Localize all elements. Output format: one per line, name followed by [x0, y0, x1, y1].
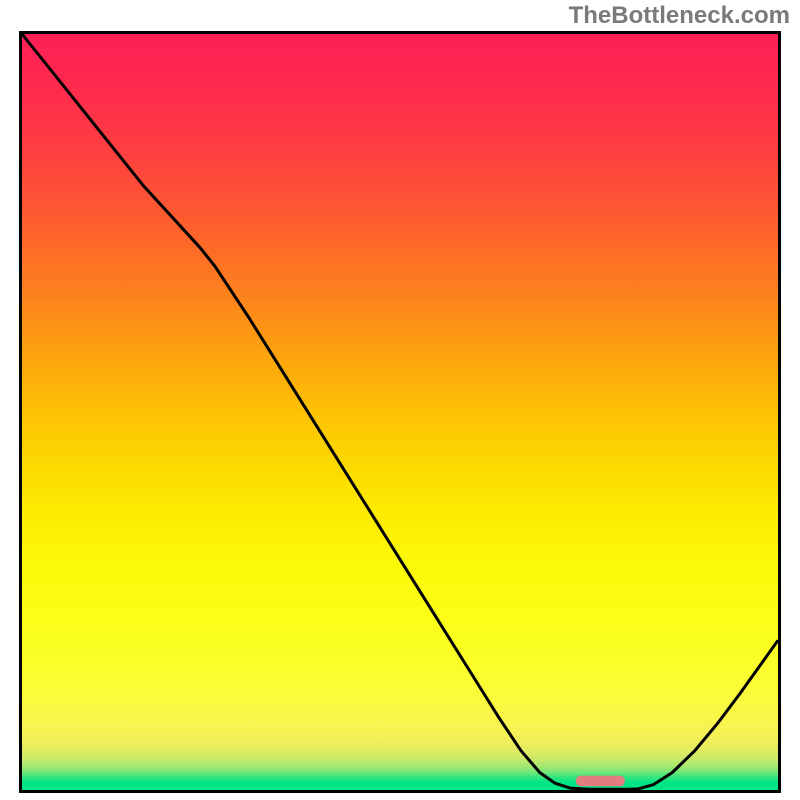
- bottleneck-chart: [19, 31, 781, 793]
- watermark-text: TheBottleneck.com: [569, 2, 790, 30]
- optimal-marker: [576, 776, 625, 787]
- chart-background-gradient: [22, 34, 778, 790]
